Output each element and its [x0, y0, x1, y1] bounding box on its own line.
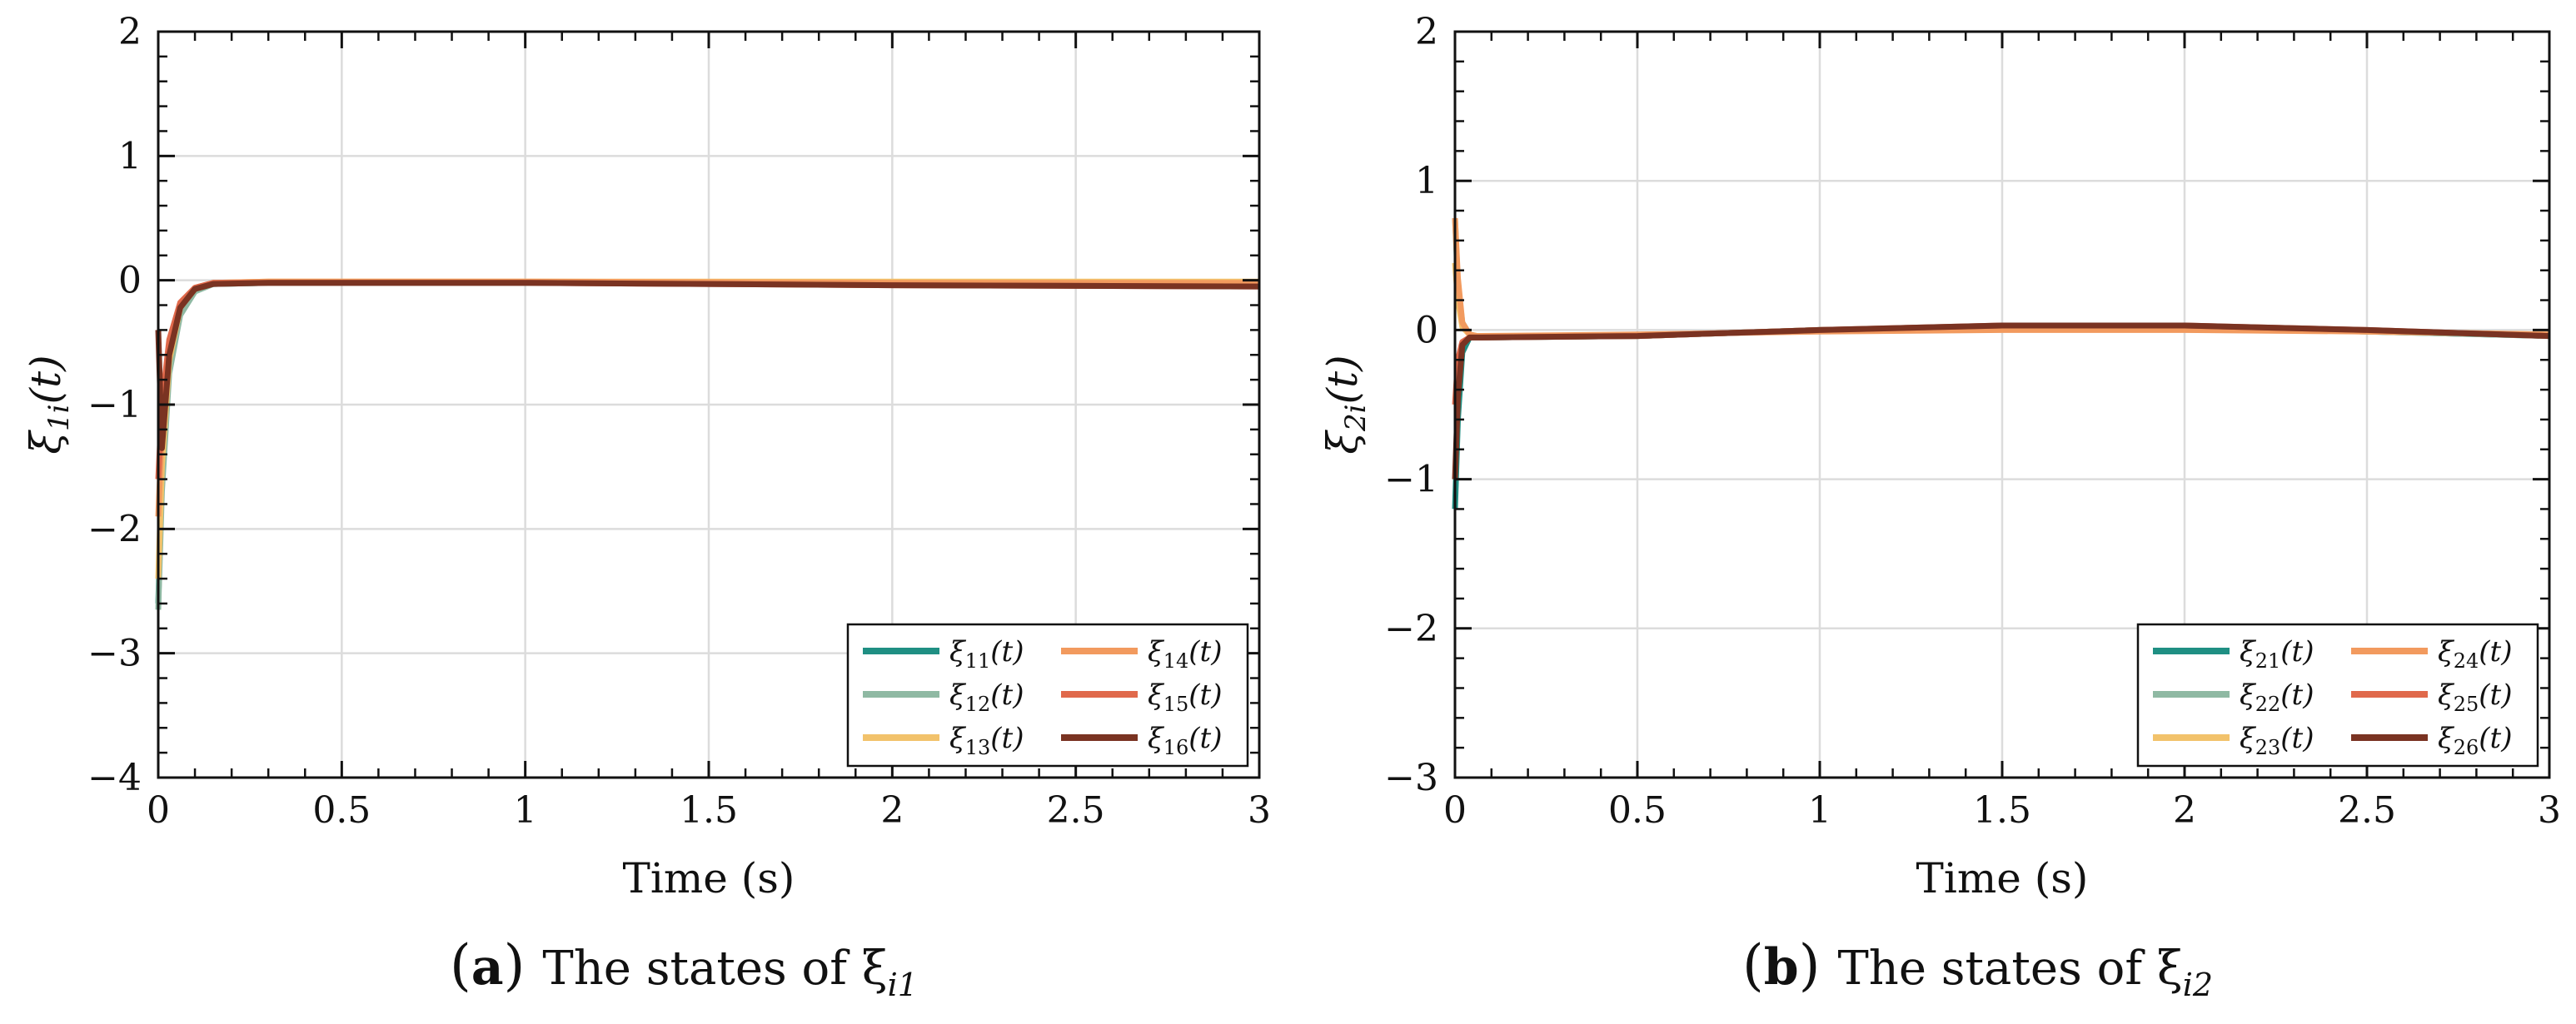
y-tick-label: 2 [118, 11, 142, 53]
x-tick-label: 1 [1808, 789, 1831, 832]
legend-item-21: ξ21(t) [2153, 635, 2314, 673]
panel-caption: (b) The states of ξi2 [1742, 933, 2213, 1003]
x-tick-label: 0.5 [1608, 789, 1667, 832]
x-tick-label: 0 [147, 789, 170, 832]
y-tick-label: −2 [1384, 608, 1438, 650]
x-tick-label: 3 [1248, 789, 1271, 832]
x-tick-label: 3 [2538, 789, 2561, 832]
x-tick-label: 2 [880, 789, 904, 832]
series-line-26 [1452, 322, 2550, 480]
ticks [157, 30, 1261, 779]
ticks [1453, 30, 2551, 779]
legend-label: ξ25(t) [2438, 679, 2512, 716]
legend-item-23: ξ23(t) [2153, 722, 2314, 759]
y-tick-label: 0 [118, 260, 142, 302]
x-axis-label: Time (s) [623, 854, 795, 902]
legend-item-26: ξ26(t) [2351, 722, 2512, 759]
x-axis-label: Time (s) [1916, 854, 2089, 902]
legend-item-24: ξ24(t) [2351, 635, 2512, 673]
legend-item-11: ξ11(t) [863, 635, 1024, 673]
legend-item-25: ξ25(t) [2351, 679, 2512, 716]
legend-label: ξ12(t) [949, 679, 1024, 716]
legend: ξ21(t) ξ22(t) ξ23(t) ξ24(t) ξ25(t) ξ26(t) [2136, 623, 2539, 768]
panel-a: 0 0.5 1 1.5 2 2.5 3 −4 −3 −2 −1 0 1 2 Time (s) ξ1i(t) ξ1… [22, 11, 1271, 1003]
legend-item-12: ξ12(t) [863, 679, 1024, 716]
tick-labels: 0 0.5 1 1.5 2 2.5 3 −3 −2 −1 0 1 2 [1384, 11, 2561, 832]
legend: ξ11(t) ξ12(t) ξ13(t) ξ14(t) ξ15(t) ξ16(t) [846, 623, 1249, 768]
x-tick-label: 1.5 [680, 789, 738, 832]
y-tick-label: −3 [87, 633, 142, 675]
series-group [155, 278, 1260, 610]
legend-label: ξ16(t) [1148, 722, 1222, 759]
y-tick-label: −4 [87, 757, 142, 799]
legend-label: ξ13(t) [949, 722, 1024, 759]
series-line-16 [155, 280, 1260, 451]
y-axis-label: ξ2i(t) [1318, 355, 1373, 454]
legend-item-13: ξ13(t) [863, 722, 1024, 759]
y-axis-label: ξ1i(t) [22, 355, 76, 454]
y-tick-label: −3 [1384, 757, 1438, 799]
x-tick-label: 0.5 [312, 789, 371, 832]
y-tick-label: 0 [1415, 309, 1438, 351]
legend-label: ξ23(t) [2240, 722, 2314, 759]
panel-caption: (a) The states of ξi1 [450, 933, 918, 1003]
legend-item-22: ξ22(t) [2153, 679, 2314, 716]
legend-label: ξ22(t) [2240, 679, 2314, 716]
legend-label: ξ24(t) [2438, 635, 2512, 673]
x-tick-label: 2.5 [1047, 789, 1105, 832]
y-tick-label: 1 [1415, 160, 1438, 202]
series-group [1452, 217, 2550, 510]
y-tick-label: −1 [1384, 459, 1438, 501]
y-tick-label: −2 [87, 508, 142, 550]
legend-label: ξ26(t) [2438, 722, 2512, 759]
x-tick-label: 1.5 [1973, 789, 2031, 832]
legend-item-14: ξ14(t) [1061, 635, 1222, 673]
legend-label: ξ21(t) [2240, 635, 2314, 673]
x-tick-label: 0 [1443, 789, 1467, 832]
x-tick-label: 2 [2173, 789, 2196, 832]
legend-label: ξ14(t) [1148, 635, 1222, 673]
panel-b: 0 0.5 1 1.5 2 2.5 3 −3 −2 −1 0 1 2 Time (s) ξ2i(t) ξ21(… [1318, 11, 2561, 1003]
x-tick-label: 1 [514, 789, 537, 832]
tick-labels: 0 0.5 1 1.5 2 2.5 3 −4 −3 −2 −1 0 1 2 [87, 11, 1271, 832]
y-tick-label: 1 [118, 135, 142, 177]
legend-item-15: ξ15(t) [1061, 679, 1222, 716]
x-tick-label: 2.5 [2338, 789, 2396, 832]
y-tick-label: −1 [87, 384, 142, 426]
legend-label: ξ11(t) [949, 635, 1024, 673]
legend-label: ξ15(t) [1148, 679, 1222, 716]
y-tick-label: 2 [1415, 11, 1438, 53]
legend-item-16: ξ16(t) [1061, 722, 1222, 759]
